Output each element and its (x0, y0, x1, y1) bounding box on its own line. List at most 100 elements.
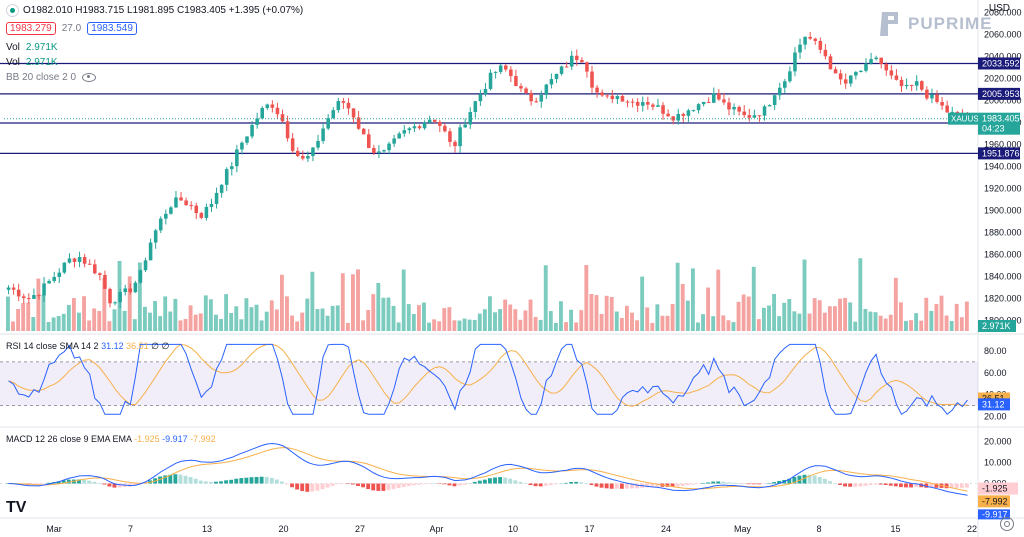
volume-bar (944, 315, 949, 331)
candle-body (422, 122, 427, 129)
macd-tag-label: -9.917 (982, 509, 1008, 519)
candle-body (646, 102, 650, 105)
bb-legend[interactable]: BB 20 close 2 0 (6, 72, 97, 83)
volume-bar (6, 296, 10, 331)
volume-bar (746, 296, 751, 331)
volume-last-label: 2.971K (982, 321, 1011, 331)
candle-body (610, 95, 615, 100)
volume-bar (873, 312, 878, 331)
price-tick-label: 2020.000 (984, 73, 1022, 83)
hidden-eye-icon[interactable] (82, 73, 97, 82)
macd-tick-label: 20.000 (984, 436, 1012, 446)
vol-label: Vol (6, 42, 20, 53)
candle-body (473, 101, 478, 113)
candle-body (93, 264, 97, 274)
macd-histogram-bar (807, 474, 812, 484)
macd-histogram-bar (518, 481, 523, 484)
macd-histogram-bar (381, 483, 386, 491)
candle-body (346, 102, 351, 109)
volume-bar (41, 294, 46, 331)
candle-body (534, 101, 538, 103)
candle-body (788, 71, 792, 82)
macd-histogram-bar (259, 476, 264, 484)
macd-histogram-bar (437, 483, 442, 485)
volume-bar (92, 308, 97, 331)
volume-bar (528, 299, 533, 331)
candle-body (813, 38, 818, 41)
volume-bar (503, 299, 508, 331)
volume-bar (767, 305, 771, 331)
macd-histogram-bar (442, 483, 447, 485)
macd-histogram-bar (345, 483, 350, 485)
candle-body (432, 119, 437, 122)
price-tick-label: 1860.000 (984, 249, 1022, 259)
volume-bar (883, 318, 888, 331)
buy-button[interactable]: 1983.549 (87, 22, 137, 35)
candle-body (11, 287, 16, 290)
macd-histogram-bar (569, 482, 574, 484)
volume-bar (797, 313, 802, 331)
macd-histogram-bar (716, 481, 721, 484)
volume-bar (127, 276, 132, 331)
volume-bar (543, 265, 548, 331)
volume-bar (46, 321, 51, 331)
level-tag (978, 87, 1020, 100)
macd-histogram-bar (158, 476, 163, 484)
volume-bar (285, 296, 289, 331)
currency-label[interactable]: USD (988, 3, 1010, 14)
rsi-value: 31.12 (101, 341, 124, 351)
candle-body (148, 242, 153, 261)
macd-histogram-bar (234, 478, 239, 484)
volume-bar (680, 283, 685, 331)
ohlc-values: O1982.010 H1983.715 L1981.895 C1983.405 … (23, 5, 304, 16)
candle-body (153, 230, 158, 243)
candle-body (275, 107, 280, 115)
volume-bar (614, 311, 619, 331)
candle-body (336, 101, 341, 111)
candle-body (306, 156, 310, 159)
volume-bar (137, 262, 142, 331)
macd-tag (978, 509, 1010, 520)
volume-bar (168, 311, 173, 331)
candle-body (316, 140, 320, 148)
candle-body (717, 93, 721, 100)
volume-bar (416, 305, 421, 331)
candle-body (67, 258, 72, 263)
macd-histogram-bar (77, 479, 81, 484)
level-tag-label: 1951.876 (982, 148, 1020, 158)
macd-histogram-bar (92, 481, 97, 484)
volume-bar (650, 322, 655, 331)
price-tick-label: 2080.000 (984, 7, 1022, 17)
volume-bar (472, 319, 477, 331)
macd-histogram-bar (208, 481, 213, 484)
candle-body (47, 280, 51, 284)
macd-histogram-bar (498, 477, 503, 484)
macd-histogram-bar (944, 483, 949, 489)
volume-bar (858, 258, 863, 331)
candle-body (280, 114, 285, 122)
volume-bar (249, 307, 254, 331)
macd-histogram-bar (406, 483, 411, 486)
volume-bar (949, 321, 954, 331)
macd-histogram-bar (279, 481, 284, 484)
brand-mark-icon (876, 10, 902, 38)
candle-body (407, 128, 412, 131)
candle-body (767, 105, 772, 107)
settings-gear-icon[interactable] (1000, 517, 1014, 531)
volume-bar (888, 314, 893, 331)
macd-histogram-bar (422, 483, 426, 485)
volume-bar (594, 295, 599, 331)
volume-bar (340, 273, 345, 331)
candle-body (519, 86, 523, 89)
sell-button[interactable]: 1983.279 (6, 22, 56, 35)
volume-bar (148, 312, 152, 331)
candle-body (285, 121, 290, 139)
candle-body (493, 71, 498, 73)
candle-body (6, 287, 11, 290)
volume-bar (71, 298, 76, 331)
volume-bar (193, 314, 198, 331)
rsi-tail: ∅ ∅ (151, 341, 170, 351)
volume-bar (696, 322, 700, 331)
candle-body (575, 55, 579, 60)
